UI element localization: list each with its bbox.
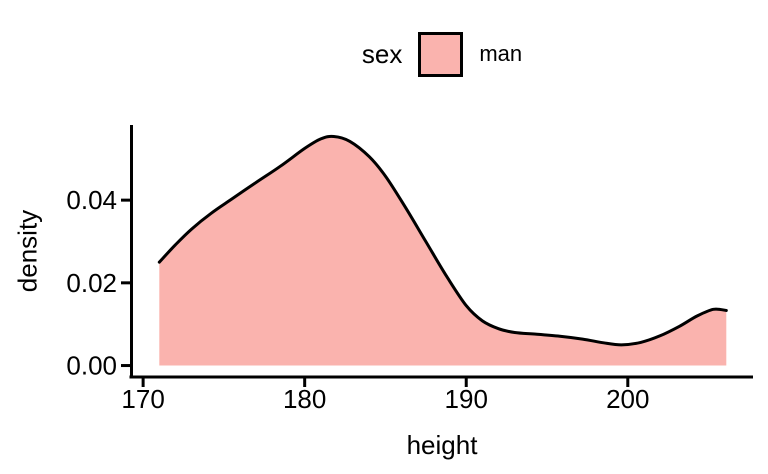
- legend-title: sex: [361, 38, 403, 69]
- y-axis-tick-label: 0.00: [66, 351, 117, 381]
- density-curve-man: [157, 134, 728, 347]
- y-axis-title: density: [12, 209, 43, 293]
- x-axis-tick-label: 200: [606, 384, 649, 414]
- y-axis-tick-label: 0.04: [66, 185, 117, 215]
- legend-label-man: man: [479, 41, 523, 66]
- y-axis-tick-label: 0.02: [66, 268, 117, 298]
- legend: sex man: [131, 30, 753, 78]
- x-axis-title: height: [406, 430, 478, 460]
- x-axis-tick-label: 170: [121, 384, 164, 414]
- legend-swatch-man: [418, 31, 464, 77]
- x-axis-tick-label: 180: [283, 384, 326, 414]
- x-axis-tick-label: 190: [445, 384, 488, 414]
- density-area-man: [159, 136, 727, 366]
